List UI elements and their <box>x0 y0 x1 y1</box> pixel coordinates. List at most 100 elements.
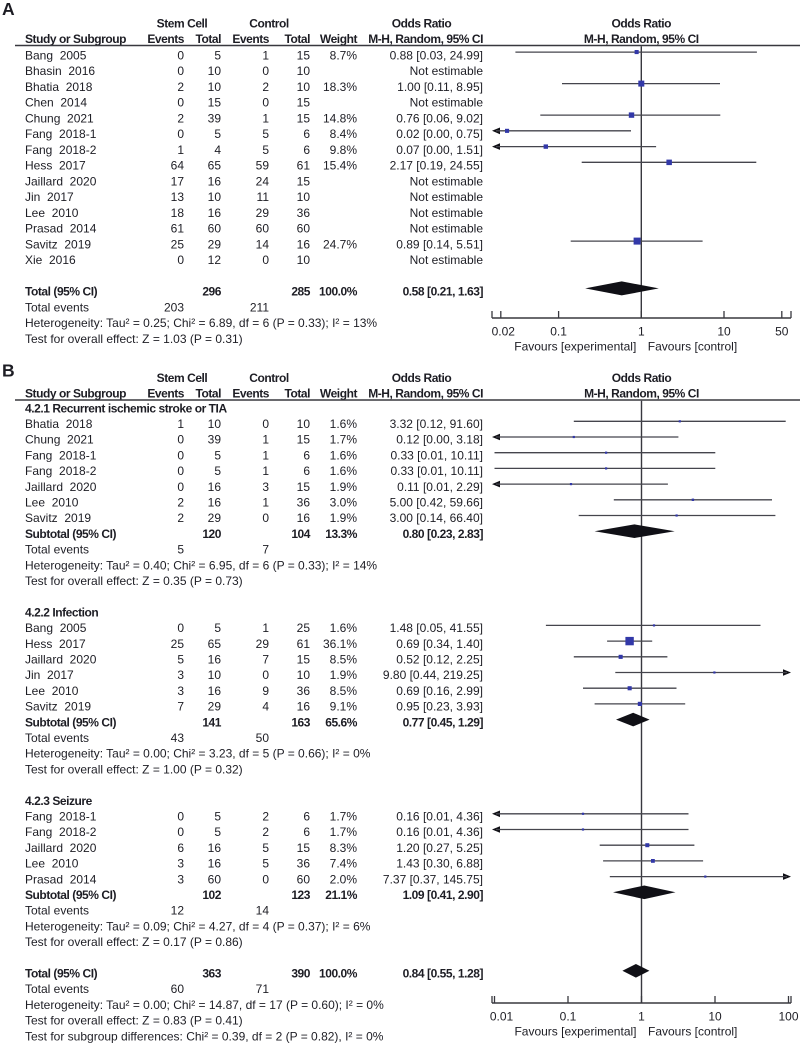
svg-text:0.16 [0.01, 4.36]: 0.16 [0.01, 4.36] <box>396 825 483 839</box>
svg-text:24.7%: 24.7% <box>323 237 357 251</box>
svg-text:59: 59 <box>256 159 270 173</box>
svg-text:0: 0 <box>177 825 184 839</box>
svg-text:Test for overall effect: Z = 0: Test for overall effect: Z = 0.17 (P = 0… <box>25 935 243 949</box>
svg-text:10: 10 <box>297 417 311 431</box>
svg-text:1.43 [0.30, 6.88]: 1.43 [0.30, 6.88] <box>396 857 483 871</box>
svg-text:60: 60 <box>171 982 185 996</box>
svg-text:Odds Ratio: Odds Ratio <box>392 371 452 385</box>
svg-text:0: 0 <box>177 253 184 267</box>
svg-text:5: 5 <box>262 127 269 141</box>
svg-text:0: 0 <box>177 96 184 110</box>
svg-text:71: 71 <box>256 982 270 996</box>
svg-text:0.11 [0.01, 2.29]: 0.11 [0.01, 2.29] <box>397 480 483 494</box>
svg-text:5: 5 <box>214 127 221 141</box>
svg-text:5: 5 <box>214 810 221 824</box>
svg-text:Total: Total <box>284 387 310 401</box>
svg-text:120: 120 <box>202 527 221 541</box>
svg-text:Test for overall effect: Z = 1: Test for overall effect: Z = 1.00 (P = 0… <box>25 762 243 776</box>
svg-text:0.1: 0.1 <box>550 324 567 338</box>
svg-text:Savitz 2019: Savitz 2019 <box>25 700 91 714</box>
svg-text:1.6%: 1.6% <box>330 417 358 431</box>
svg-text:Heterogeneity: Tau² = 0.09; Ch: Heterogeneity: Tau² = 0.09; Chi² = 4.27,… <box>25 919 371 933</box>
svg-text:16: 16 <box>208 496 222 510</box>
svg-text:0.89 [0.14, 5.51]: 0.89 [0.14, 5.51] <box>396 237 483 251</box>
svg-text:6: 6 <box>303 448 310 462</box>
svg-text:10: 10 <box>297 80 311 94</box>
svg-text:3: 3 <box>177 872 184 886</box>
svg-text:0: 0 <box>177 48 184 62</box>
svg-text:Savitz 2019: Savitz 2019 <box>25 511 91 525</box>
svg-text:163: 163 <box>291 715 310 729</box>
svg-text:24: 24 <box>256 174 270 188</box>
svg-text:10: 10 <box>208 417 222 431</box>
svg-text:0: 0 <box>177 433 184 447</box>
svg-text:13.3%: 13.3% <box>325 527 358 541</box>
svg-text:Favours [experimental]: Favours [experimental] <box>514 1024 636 1038</box>
svg-text:10: 10 <box>297 190 311 204</box>
svg-text:Total events: Total events <box>25 543 89 557</box>
svg-text:16: 16 <box>297 700 311 714</box>
svg-text:16: 16 <box>208 653 222 667</box>
svg-text:Test for overall effect: Z = 0: Test for overall effect: Z = 0.83 (P = 0… <box>25 1014 243 1028</box>
svg-text:3: 3 <box>177 668 184 682</box>
svg-text:16: 16 <box>208 841 222 855</box>
svg-text:61: 61 <box>171 222 185 236</box>
svg-text:15: 15 <box>208 96 222 110</box>
svg-text:0.16 [0.01, 4.36]: 0.16 [0.01, 4.36] <box>396 810 483 824</box>
svg-text:10: 10 <box>208 80 222 94</box>
svg-text:Weight: Weight <box>320 387 358 401</box>
svg-text:0: 0 <box>177 127 184 141</box>
svg-text:14: 14 <box>256 237 270 251</box>
svg-text:7: 7 <box>177 700 184 714</box>
svg-text:1.6%: 1.6% <box>330 621 358 635</box>
svg-text:Total (95% CI): Total (95% CI) <box>25 967 98 981</box>
svg-text:Jin 2017: Jin 2017 <box>25 190 74 204</box>
svg-text:Study or Subgroup: Study or Subgroup <box>25 387 126 401</box>
svg-text:11: 11 <box>257 190 270 204</box>
svg-text:Subtotal (95% CI): Subtotal (95% CI) <box>25 715 116 729</box>
svg-text:8.5%: 8.5% <box>330 684 358 698</box>
svg-text:Jaillard 2020: Jaillard 2020 <box>25 174 97 188</box>
svg-text:M-H, Random, 95% CI: M-H, Random, 95% CI <box>584 32 699 46</box>
svg-text:10: 10 <box>708 1009 722 1023</box>
svg-text:211: 211 <box>250 300 269 314</box>
svg-text:Fang 2018-2: Fang 2018-2 <box>25 464 97 478</box>
svg-text:Not estimable: Not estimable <box>410 96 484 110</box>
svg-text:60: 60 <box>208 872 222 886</box>
svg-text:Favours [control]: Favours [control] <box>648 339 737 353</box>
svg-text:1.48 [0.05, 41.55]: 1.48 [0.05, 41.55] <box>390 621 483 635</box>
svg-text:0.69 [0.34, 1.40]: 0.69 [0.34, 1.40] <box>396 637 483 651</box>
svg-text:0.84 [0.55, 1.28]: 0.84 [0.55, 1.28] <box>403 967 484 981</box>
svg-text:390: 390 <box>291 967 310 981</box>
svg-text:10: 10 <box>297 668 311 682</box>
svg-text:4: 4 <box>214 143 221 157</box>
svg-text:0: 0 <box>177 64 184 78</box>
svg-text:15: 15 <box>297 48 311 62</box>
svg-text:25: 25 <box>171 237 185 251</box>
svg-text:Hess 2017: Hess 2017 <box>25 637 86 651</box>
svg-text:39: 39 <box>208 111 222 125</box>
svg-text:Not estimable: Not estimable <box>410 64 484 78</box>
svg-text:0.07 [0.00, 1.51]: 0.07 [0.00, 1.51] <box>396 143 483 157</box>
svg-text:50: 50 <box>256 731 270 745</box>
svg-text:1.7%: 1.7% <box>330 825 358 839</box>
svg-text:3: 3 <box>262 480 269 494</box>
svg-text:Heterogeneity: Tau² = 0.40; Ch: Heterogeneity: Tau² = 0.40; Chi² = 6.95,… <box>25 558 377 572</box>
svg-text:363: 363 <box>202 967 221 981</box>
svg-text:1: 1 <box>177 417 184 431</box>
svg-text:29: 29 <box>256 637 270 651</box>
svg-text:1: 1 <box>262 496 269 510</box>
svg-text:Events: Events <box>232 32 269 46</box>
svg-text:Total: Total <box>195 387 221 401</box>
svg-text:0.52 [0.12, 2.25]: 0.52 [0.12, 2.25] <box>396 653 483 667</box>
svg-text:1.20 [0.27, 5.25]: 1.20 [0.27, 5.25] <box>396 841 483 855</box>
svg-text:Favours [control]: Favours [control] <box>648 1024 737 1038</box>
svg-text:Not estimable: Not estimable <box>410 253 484 267</box>
svg-text:1: 1 <box>262 621 269 635</box>
svg-text:9.8%: 9.8% <box>330 143 358 157</box>
svg-text:1: 1 <box>262 48 269 62</box>
svg-text:Test for overall effect: Z = 0: Test for overall effect: Z = 0.35 (P = 0… <box>25 574 243 588</box>
svg-text:16: 16 <box>208 174 222 188</box>
svg-text:29: 29 <box>256 206 270 220</box>
svg-text:8.7%: 8.7% <box>330 48 358 62</box>
